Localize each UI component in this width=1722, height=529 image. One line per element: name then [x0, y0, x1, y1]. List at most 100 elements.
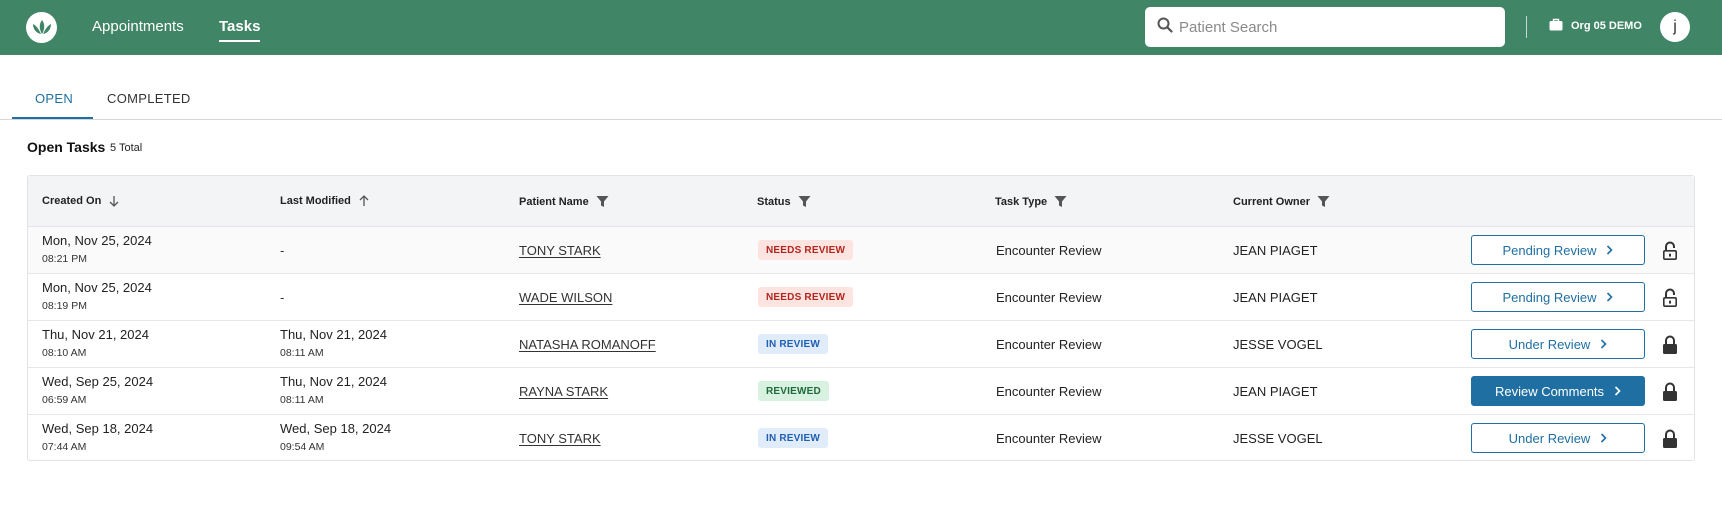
column-label: Status — [757, 195, 791, 208]
org-label: Org 05 DEMO — [1571, 20, 1642, 32]
created-time: 07:44 AM — [42, 441, 87, 453]
patient-name-link[interactable]: WADE WILSON — [519, 290, 613, 305]
created-date: Wed, Sep 25, 2024 — [42, 374, 154, 389]
column-task-type[interactable]: Task Type — [995, 195, 1067, 208]
arrow-down-icon[interactable] — [108, 195, 120, 207]
briefcase-icon — [1549, 18, 1563, 34]
patient-search-input[interactable] — [1179, 18, 1479, 36]
nav-appointments[interactable]: Appointments — [92, 18, 184, 35]
patient-name-link[interactable]: NATASHA ROMANOFF — [519, 337, 656, 352]
current-owner: JESSE VOGEL — [1233, 337, 1323, 352]
tasks-table: Created On Last Modified Patient Name St… — [27, 175, 1695, 461]
modified-time: 08:11 AM — [280, 394, 324, 406]
review-action-button[interactable]: Pending Review — [1471, 282, 1645, 312]
table-row: Wed, Sep 18, 2024 07:44 AM Wed, Sep 18, … — [28, 415, 1694, 462]
task-count: 5 Total — [110, 142, 143, 154]
task-type: Encounter Review — [996, 243, 1102, 258]
action-label: Under Review — [1508, 430, 1591, 446]
tab-open[interactable]: OPEN — [35, 91, 74, 106]
status-badge: NEEDS REVIEW — [758, 287, 854, 307]
status-badge: IN REVIEW — [758, 334, 829, 354]
chevron-right-icon — [1606, 292, 1614, 302]
column-patient-name[interactable]: Patient Name — [519, 195, 609, 208]
nav-tasks[interactable]: Tasks — [219, 18, 261, 42]
unlock-icon[interactable] — [1661, 240, 1679, 261]
chevron-right-icon — [1606, 245, 1614, 255]
column-status[interactable]: Status — [757, 195, 811, 208]
task-tabs: OPEN COMPLETED — [0, 82, 1722, 120]
action-label: Pending Review — [1502, 242, 1597, 258]
modified-date: - — [280, 243, 285, 258]
created-time: 08:10 AM — [42, 347, 87, 359]
current-owner: JEAN PIAGET — [1233, 290, 1318, 305]
modified-date: - — [280, 290, 285, 305]
lotus-logo-icon[interactable] — [26, 12, 57, 43]
column-label: Last Modified — [280, 195, 351, 207]
current-owner: JEAN PIAGET — [1233, 243, 1318, 258]
table-row: Wed, Sep 25, 2024 06:59 AM Thu, Nov 21, … — [28, 368, 1694, 415]
task-type: Encounter Review — [996, 290, 1102, 305]
filter-icon[interactable] — [798, 195, 811, 208]
table-header: Created On Last Modified Patient Name St… — [28, 176, 1694, 227]
org-switcher[interactable]: Org 05 DEMO — [1549, 18, 1642, 34]
created-date: Mon, Nov 25, 2024 — [42, 233, 152, 248]
created-date: Thu, Nov 21, 2024 — [42, 327, 149, 342]
top-navigation-bar: Appointments Tasks Org 05 DEMO j — [0, 0, 1722, 55]
current-owner: JEAN PIAGET — [1233, 384, 1318, 399]
action-label: Pending Review — [1502, 289, 1597, 305]
column-created-on[interactable]: Created On — [42, 195, 120, 207]
active-tab-indicator — [12, 117, 93, 119]
patient-name-link[interactable]: RAYNA STARK — [519, 384, 609, 399]
unlock-icon[interactable] — [1661, 287, 1679, 308]
chevron-right-icon — [1614, 386, 1621, 396]
task-type: Encounter Review — [996, 337, 1102, 352]
review-action-button[interactable]: Review Comments — [1471, 376, 1645, 406]
patient-search-box[interactable] — [1145, 7, 1505, 47]
chevron-right-icon — [1600, 339, 1607, 349]
task-type: Encounter Review — [996, 431, 1102, 446]
status-badge: REVIEWED — [758, 381, 829, 401]
table-row: Mon, Nov 25, 2024 08:21 PM - TONY STARK … — [28, 227, 1694, 274]
created-date: Wed, Sep 18, 2024 — [42, 421, 154, 436]
arrow-up-icon[interactable] — [358, 195, 370, 207]
header-divider — [1526, 16, 1527, 38]
patient-name-link[interactable]: TONY STARK — [519, 243, 601, 258]
filter-icon[interactable] — [596, 195, 609, 208]
column-current-owner[interactable]: Current Owner — [1233, 195, 1330, 208]
modified-date: Wed, Sep 18, 2024 — [280, 421, 392, 436]
modified-time: 09:54 AM — [280, 441, 325, 453]
section-title: Open Tasks — [27, 139, 106, 155]
filter-icon[interactable] — [1054, 195, 1067, 208]
column-label: Created On — [42, 195, 102, 207]
review-action-button[interactable]: Pending Review — [1471, 235, 1645, 265]
review-action-button[interactable]: Under Review — [1471, 423, 1645, 453]
created-time: 08:21 PM — [42, 253, 87, 265]
table-row: Thu, Nov 21, 2024 08:10 AM Thu, Nov 21, … — [28, 321, 1694, 368]
status-badge: NEEDS REVIEW — [758, 240, 854, 260]
filter-icon[interactable] — [1317, 195, 1330, 208]
current-owner: JESSE VOGEL — [1233, 431, 1323, 446]
task-type: Encounter Review — [996, 384, 1102, 399]
action-label: Review Comments — [1494, 383, 1605, 399]
user-avatar[interactable]: j — [1660, 12, 1690, 42]
lock-icon[interactable] — [1661, 334, 1679, 355]
column-label: Patient Name — [519, 195, 589, 208]
column-last-modified[interactable]: Last Modified — [280, 195, 370, 207]
review-action-button[interactable]: Under Review — [1471, 329, 1645, 359]
lock-icon[interactable] — [1661, 381, 1679, 402]
lock-icon[interactable] — [1661, 428, 1679, 449]
created-time: 08:19 PM — [42, 300, 87, 312]
patient-name-link[interactable]: TONY STARK — [519, 431, 601, 446]
column-label: Current Owner — [1233, 195, 1311, 208]
chevron-right-icon — [1600, 433, 1607, 443]
status-badge: IN REVIEW — [758, 428, 829, 448]
tab-completed[interactable]: COMPLETED — [107, 91, 191, 106]
action-label: Under Review — [1508, 336, 1591, 352]
modified-date: Thu, Nov 21, 2024 — [280, 374, 387, 389]
search-icon — [1157, 17, 1173, 38]
table-row: Mon, Nov 25, 2024 08:19 PM - WADE WILSON… — [28, 274, 1694, 321]
column-label: Task Type — [995, 195, 1048, 208]
created-time: 06:59 AM — [42, 394, 87, 406]
modified-time: 08:11 AM — [280, 347, 324, 359]
modified-date: Thu, Nov 21, 2024 — [280, 327, 387, 342]
